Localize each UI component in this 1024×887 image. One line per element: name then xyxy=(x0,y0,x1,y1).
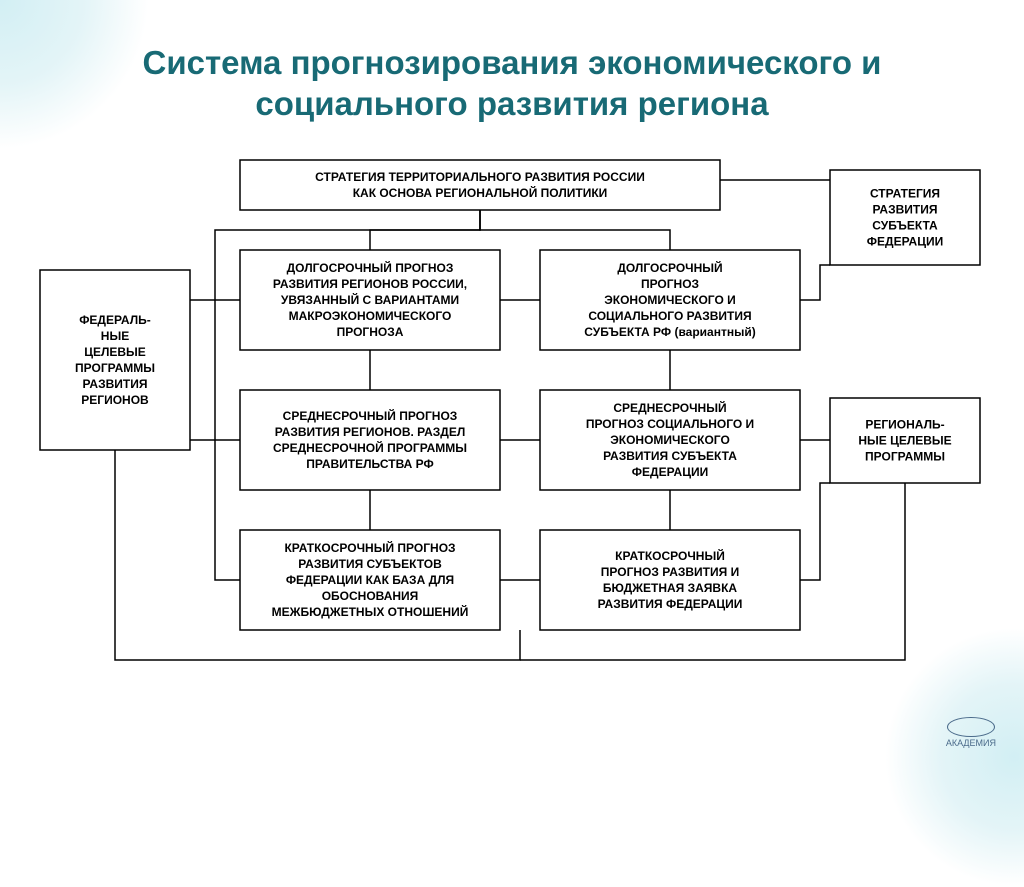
box-label: СТРАТЕГИЯ xyxy=(870,187,940,201)
box-label: ФЕДЕРАЦИИ КАК БАЗА ДЛЯ xyxy=(286,573,454,587)
box-label: РАЗВИТИЯ СУБЪЕКТОВ xyxy=(298,557,442,571)
box-label: ПРОГНОЗ xyxy=(641,277,699,291)
box-label: ЭКОНОМИЧЕСКОГО xyxy=(610,433,730,447)
connector xyxy=(370,210,480,250)
box-label: КАК ОСНОВА РЕГИОНАЛЬНОЙ ПОЛИТИКИ xyxy=(353,185,608,200)
box-label: ПРОГНОЗ РАЗВИТИЯ И xyxy=(601,565,739,579)
box-fed_prog: ФЕДЕРАЛЬ- НЫЕ ЦЕЛЕВЫЕ ПРОГРАММЫ РАЗВИТИЯ РЕГИ… xyxy=(40,270,190,450)
box-label: ОБОСНОВАНИЯ xyxy=(322,589,419,603)
box-short_ru: КРАТКОСРОЧНЫЙ ПРОГНОЗ РАЗВИТИЯ СУБЪЕКТОВ Ф… xyxy=(240,530,500,630)
box-label: БЮДЖЕТНАЯ ЗАЯВКА xyxy=(603,581,738,595)
box-label: СРЕДНЕСРОЧНЫЙ ПРОГНОЗ xyxy=(283,408,458,423)
box-label: МАКРОЭКОНОМИЧЕСКОГО xyxy=(289,309,452,323)
box-label: СРЕДНЕСРОЧНЫЙ xyxy=(613,400,726,415)
flowchart-diagram: СТРАТЕГИЯ ТЕРРИТОРИАЛЬНОГО РАЗВИТИЯ РОСС… xyxy=(30,150,994,740)
box-label: ЦЕЛЕВЫЕ xyxy=(84,345,146,359)
box-label: РАЗВИТИЯ xyxy=(82,377,147,391)
box-label: СУБЪЕКТА xyxy=(872,219,938,233)
box-label: ПРОГРАММЫ xyxy=(75,361,155,375)
connector xyxy=(800,483,830,580)
box-mid_ru: СРЕДНЕСРОЧНЫЙ ПРОГНОЗ РАЗВИТИЯ РЕГИОНОВ. … xyxy=(240,390,500,490)
box-label: РАЗВИТИЯ xyxy=(872,203,937,217)
box-label: РАЗВИТИЯ РЕГИОНОВ. РАЗДЕЛ xyxy=(275,425,466,439)
box-label: ФЕДЕРАЛЬ- xyxy=(79,313,151,327)
connector xyxy=(480,210,670,250)
academy-logo: АКАДЕМИЯ xyxy=(946,717,996,749)
box-label: КРАТКОСРОЧНЫЙ ПРОГНОЗ xyxy=(284,540,455,555)
box-label: ПРОГНОЗА xyxy=(337,325,404,339)
connector xyxy=(215,440,240,580)
box-label: ПРОГРАММЫ xyxy=(865,450,945,464)
box-label: ДОЛГОСРОЧНЫЙ ПРОГНОЗ xyxy=(287,260,454,275)
box-label: РАЗВИТИЯ СУБЪЕКТА xyxy=(603,449,737,463)
box-long_ru: ДОЛГОСРОЧНЫЙ ПРОГНОЗ РАЗВИТИЯ РЕГИОНОВ РО… xyxy=(240,250,500,350)
slide-title: Система прогнозирования экономического и… xyxy=(0,42,1024,125)
box-label: РАЗВИТИЯ РЕГИОНОВ РОССИИ, xyxy=(273,277,467,291)
box-label: РЕГИОНОВ xyxy=(81,393,149,407)
box-reg_prog: РЕГИОНАЛЬ- НЫЕ ЦЕЛЕВЫЕ ПРОГРАММЫ xyxy=(830,398,980,483)
box-label: СУБЪЕКТА РФ (вариантный) xyxy=(584,325,755,339)
box-label: СРЕДНЕСРОЧНОЙ ПРОГРАММЫ xyxy=(273,440,467,455)
box-top: СТРАТЕГИЯ ТЕРРИТОРИАЛЬНОГО РАЗВИТИЯ РОСС… xyxy=(240,160,720,210)
box-label: ПРОГНОЗ СОЦИАЛЬНОГО И xyxy=(586,417,754,431)
box-label: УВЯЗАННЫЙ С ВАРИАНТАМИ xyxy=(281,292,459,307)
box-label: МЕЖБЮДЖЕТНЫХ ОТНОШЕНИЙ xyxy=(272,604,469,619)
connector xyxy=(215,300,240,440)
box-strat_subj: СТРАТЕГИЯ РАЗВИТИЯ СУБЪЕКТА ФЕДЕРАЦИИ xyxy=(830,170,980,265)
box-label: ЭКОНОМИЧЕСКОГО И xyxy=(604,293,736,307)
box-label: РАЗВИТИЯ ФЕДЕРАЦИИ xyxy=(598,597,743,611)
box-label: ДОЛГОСРОЧНЫЙ xyxy=(617,260,722,275)
box-label: ФЕДЕРАЦИИ xyxy=(632,465,708,479)
box-label: НЫЕ ЦЕЛЕВЫЕ xyxy=(858,434,951,448)
box-label: РЕГИОНАЛЬ- xyxy=(865,418,944,432)
box-label: СОЦИАЛЬНОГО РАЗВИТИЯ xyxy=(588,309,751,323)
box-short_subj: КРАТКОСРОЧНЫЙ ПРОГНОЗ РАЗВИТИЯ И БЮДЖЕТНАЯ… xyxy=(540,530,800,630)
connector xyxy=(800,265,830,300)
box-label: СТРАТЕГИЯ ТЕРРИТОРИАЛЬНОГО РАЗВИТИЯ РОСС… xyxy=(315,170,645,184)
box-mid_subj: СРЕДНЕСРОЧНЫЙ ПРОГНОЗ СОЦИАЛЬНОГО И ЭКОНОМ… xyxy=(540,390,800,490)
box-label: ПРАВИТЕЛЬСТВА РФ xyxy=(306,457,433,471)
box-label: КРАТКОСРОЧНЫЙ xyxy=(615,548,725,563)
box-label: НЫЕ xyxy=(101,329,129,343)
box-long_subj: ДОЛГОСРОЧНЫЙ ПРОГНОЗ ЭКОНОМИЧЕСКОГО И СОЦИА… xyxy=(540,250,800,350)
box-label: ФЕДЕРАЦИИ xyxy=(867,235,943,249)
